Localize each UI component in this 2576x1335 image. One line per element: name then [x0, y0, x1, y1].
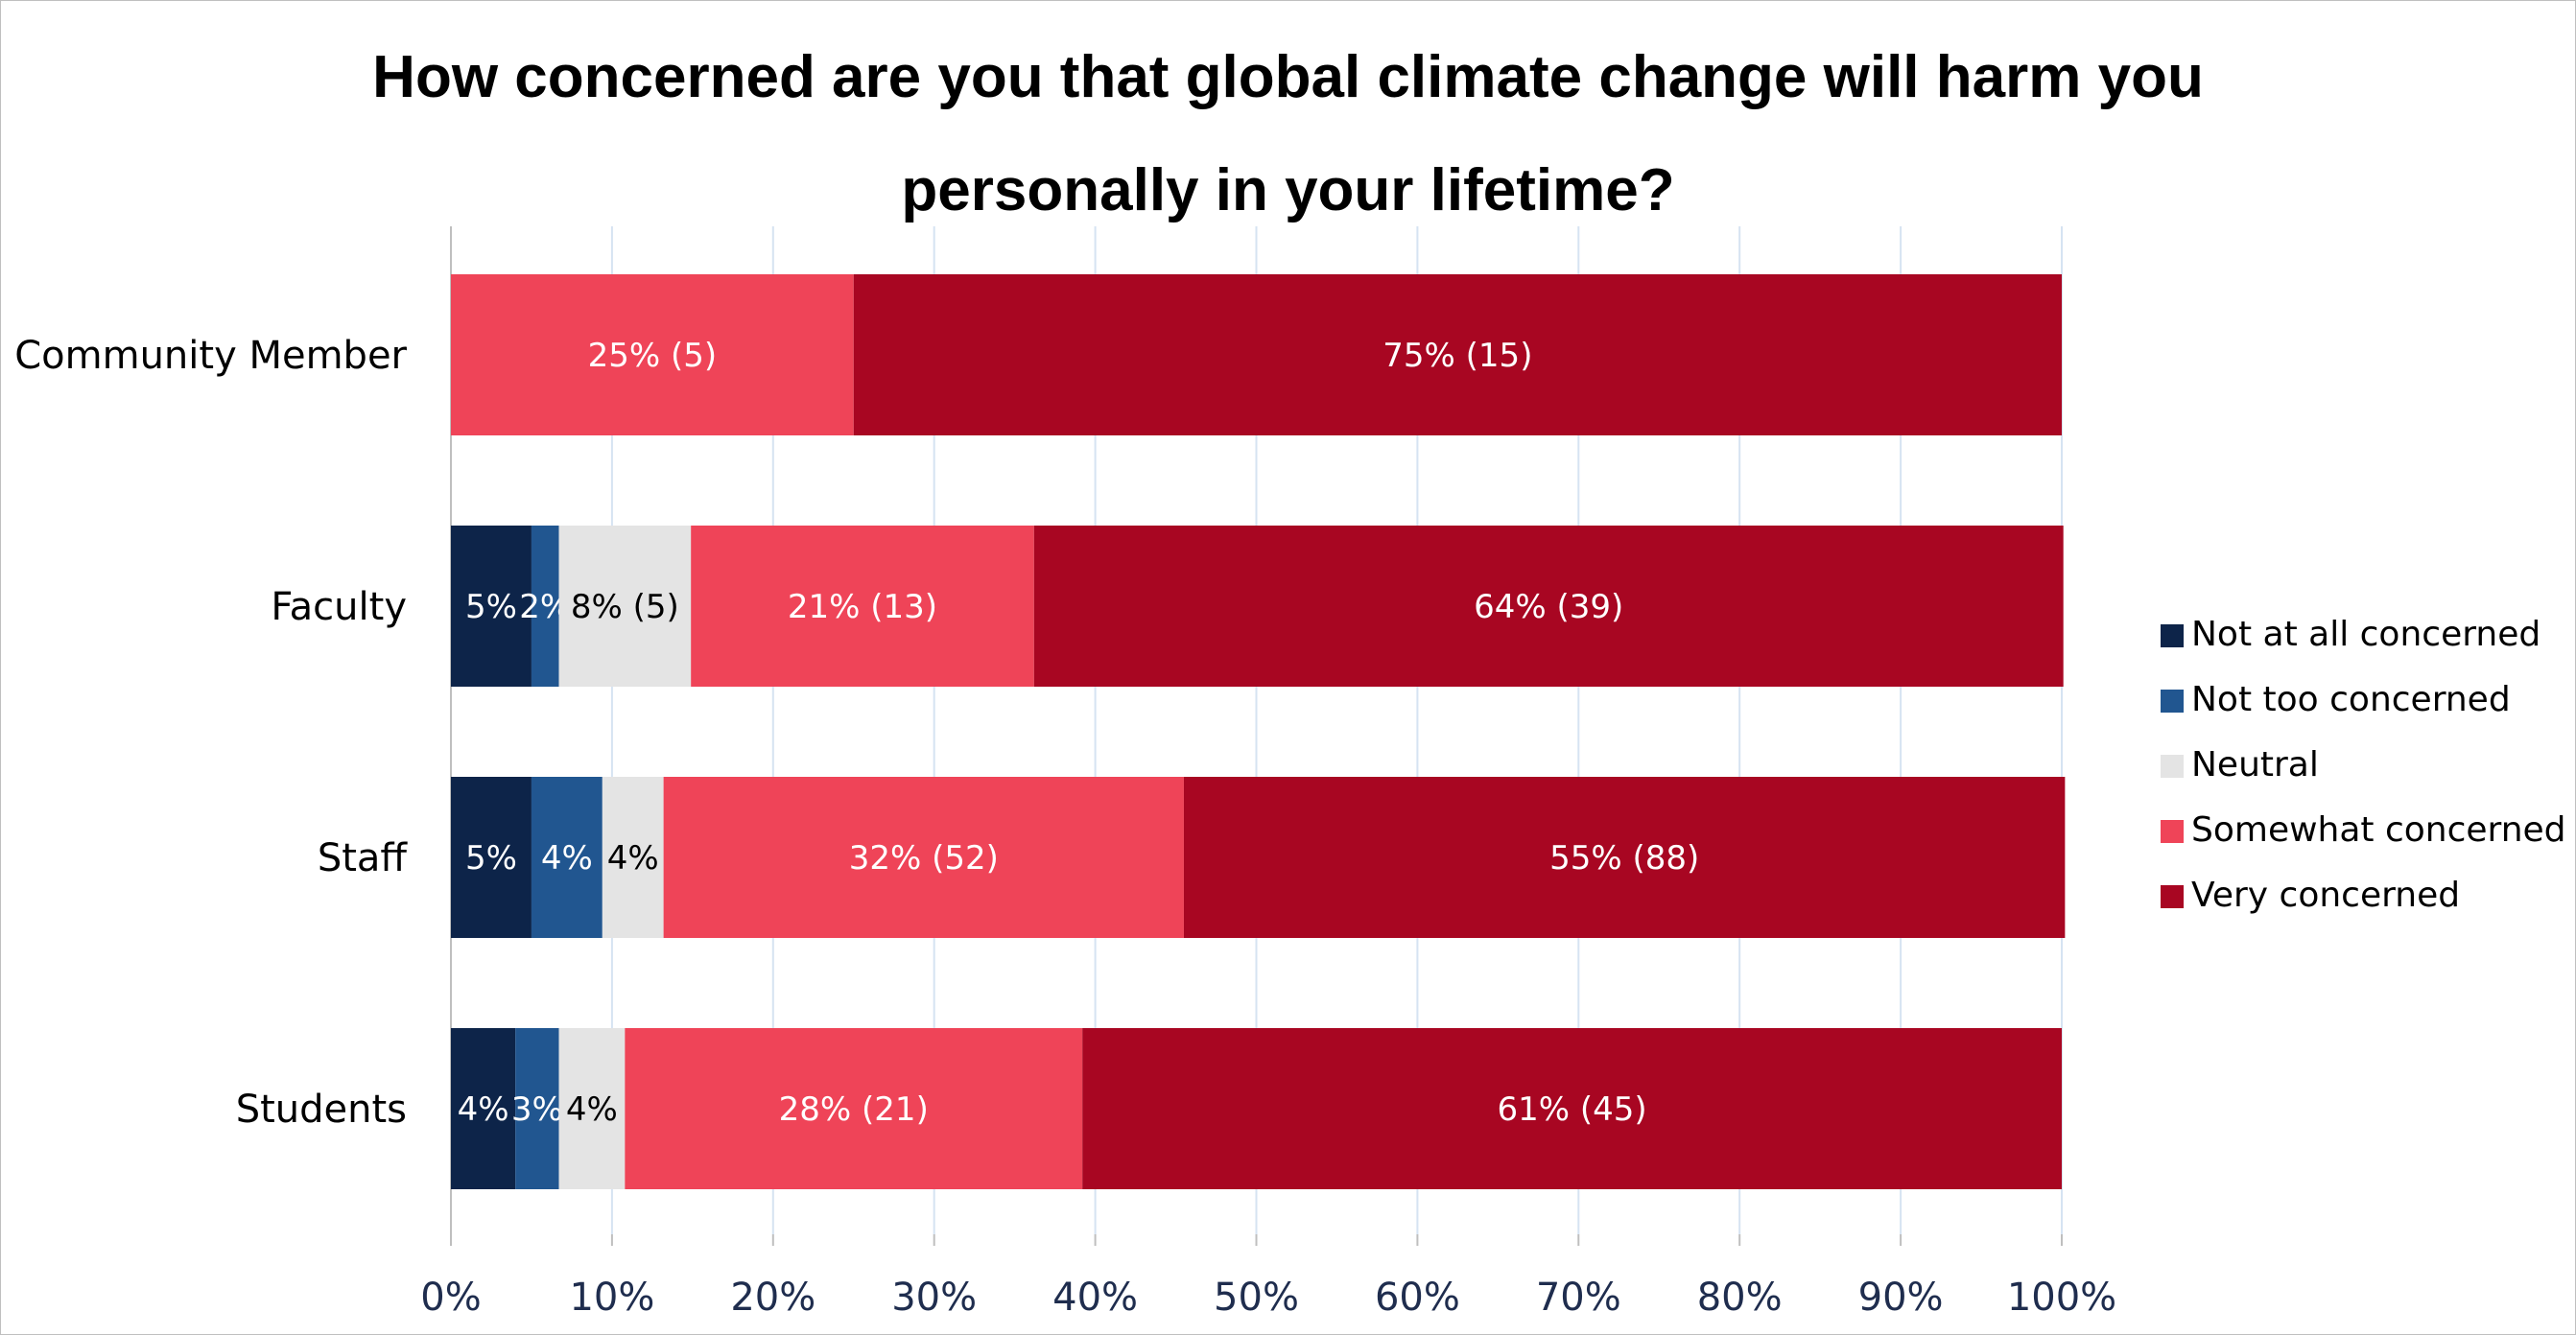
x-tick-label: 40% — [1052, 1276, 1138, 1320]
bar-segment-neutral — [558, 1028, 626, 1189]
bars: 25% (5) 75% (15)5% 2% 8% (5) 21% (13) 64% (39… — [451, 274, 2066, 1189]
data-label: 4% — [541, 839, 593, 878]
bar-segment-not-too-concerned — [531, 777, 603, 938]
bar-segment-somewhat-concerned — [625, 1028, 1083, 1189]
bar-segment-somewhat-concerned — [451, 274, 854, 435]
legend-swatch-very-concerned — [2161, 885, 2184, 908]
data-label: 75% (15) — [1383, 337, 1532, 375]
data-label: 5% — [465, 588, 517, 626]
chart-title-line-1: How concerned are you that global climat… — [372, 44, 2204, 110]
data-label: 5% — [465, 839, 517, 878]
data-label: 21% (13) — [788, 588, 937, 626]
x-tick-label: 60% — [1375, 1276, 1460, 1320]
bar-segment-not-at-all-concerned — [451, 1028, 516, 1189]
chart-title-line-2: personally in your lifetime? — [901, 157, 1675, 223]
category-label-staff: Staff — [318, 836, 409, 880]
x-tick-label: 100% — [2007, 1276, 2116, 1320]
legend-label-not-too-concerned: Not too concerned — [2191, 680, 2511, 719]
legend-label-very-concerned: Very concerned — [2191, 876, 2460, 915]
category-label-students: Students — [236, 1088, 407, 1132]
bar-segment-neutral — [602, 777, 664, 938]
data-label: 3% — [511, 1090, 563, 1129]
data-label: 4% — [607, 839, 659, 878]
data-label: 4% — [566, 1090, 618, 1129]
data-label: 61% (45) — [1497, 1090, 1646, 1129]
data-label: 32% (52) — [849, 839, 999, 878]
bar-segment-not-at-all-concerned — [451, 777, 532, 938]
bar-segment-not-too-concerned — [531, 526, 559, 687]
data-label: 64% (39) — [1474, 588, 1623, 626]
legend-label-not-at-all-concerned: Not at all concerned — [2191, 615, 2541, 654]
bar-segment-not-too-concerned — [515, 1028, 559, 1189]
data-label: 28% (21) — [779, 1090, 929, 1129]
bar-segment-very-concerned — [853, 274, 2062, 435]
category-label-community-member: Community Member — [14, 334, 407, 378]
bar-segment-not-at-all-concerned — [451, 526, 532, 687]
bar-segment-somewhat-concerned — [663, 777, 1184, 938]
x-tick-label: 30% — [891, 1276, 977, 1320]
legend-swatch-not-too-concerned — [2161, 690, 2184, 713]
x-tick-label: 20% — [730, 1276, 815, 1320]
data-label: 25% (5) — [588, 337, 718, 375]
x-tick-label: 90% — [1858, 1276, 1944, 1320]
data-label: 4% — [458, 1090, 509, 1129]
x-tick-label: 10% — [569, 1276, 654, 1320]
legend-label-neutral: Neutral — [2191, 745, 2319, 785]
data-label: 55% (88) — [1549, 839, 1699, 878]
legend: Not at all concerned Not too concerned Neu… — [2161, 615, 2566, 915]
category-label-faculty: Faculty — [271, 585, 407, 629]
x-tick-label: 0% — [420, 1276, 481, 1320]
legend-label-somewhat-concerned: Somewhat concerned — [2191, 810, 2566, 850]
legend-swatch-not-at-all-concerned — [2161, 624, 2184, 647]
bar-segment-somewhat-concerned — [691, 526, 1034, 687]
x-tick-label: 80% — [1697, 1276, 1783, 1320]
bar-segment-very-concerned — [1033, 526, 2064, 687]
data-label: 8% (5) — [571, 588, 679, 626]
bar-segment-neutral — [558, 526, 692, 687]
bar-segment-very-concerned — [1082, 1028, 2062, 1189]
x-axis-ticks: 0% 10% 20% 30% 40% 50% 60% 70% 80% 90% 100% — [420, 1276, 2116, 1320]
x-tick-label: 70% — [1536, 1276, 1621, 1320]
category-labels: Community Member Faculty Staff Students — [14, 334, 408, 1132]
legend-swatch-somewhat-concerned — [2161, 820, 2184, 843]
x-tick-label: 50% — [1214, 1276, 1299, 1320]
legend-swatch-neutral — [2161, 755, 2184, 778]
bar-segment-very-concerned — [1183, 777, 2066, 938]
chart-title: How concerned are you that global climat… — [0, 21, 2576, 247]
